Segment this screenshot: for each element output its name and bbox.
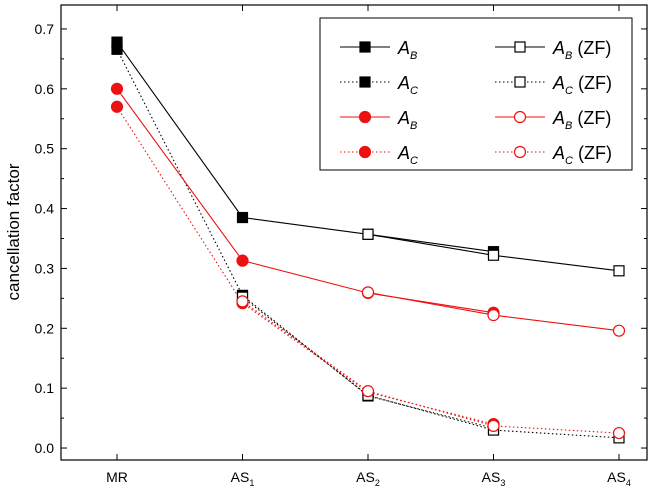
y-tick-label: 0.4 bbox=[35, 201, 55, 217]
data-point-bk_ab_zf bbox=[613, 265, 625, 277]
legend-label-bk_ac_zf: AC (ZF) bbox=[552, 73, 612, 97]
legend-marker-bk_ac bbox=[359, 76, 371, 88]
y-tick-label: 0.6 bbox=[35, 81, 55, 97]
y-tick-label: 0.7 bbox=[35, 21, 55, 37]
legend-marker-rd_ab bbox=[358, 110, 372, 124]
legend-label-rd_ab: AB bbox=[397, 108, 417, 132]
y-tick-label: 0.2 bbox=[35, 320, 55, 336]
series-line-rd_ab bbox=[116, 88, 494, 314]
legend-marker-bk_ac_zf bbox=[514, 76, 526, 88]
data-point-rd_ac_zf bbox=[361, 385, 375, 398]
data-point-rd_ab bbox=[110, 82, 124, 95]
legend-label-bk_ab_zf: AB (ZF) bbox=[552, 38, 611, 62]
legend-label-bk_ab: AB bbox=[397, 38, 417, 62]
data-point-rd_ac_zf bbox=[487, 419, 500, 432]
data-point-rd_ab bbox=[236, 254, 249, 267]
legend-marker-rd_ac_zf bbox=[513, 145, 527, 159]
y-tick-label: 0.0 bbox=[35, 440, 55, 456]
legend-label-rd_ac: AC bbox=[397, 143, 418, 167]
plot-frame bbox=[60, 4, 648, 461]
data-point-rd_ab_zf bbox=[361, 286, 375, 299]
data-point-bk_ab_zf bbox=[362, 228, 374, 240]
legend-label-rd_ac_zf: AC (ZF) bbox=[552, 143, 612, 167]
y-axis-label: cancellation factor bbox=[4, 163, 23, 300]
y-tick-label: 0.5 bbox=[35, 141, 55, 157]
legend-label-rd_ab_zf: AB (ZF) bbox=[552, 108, 611, 132]
x-tick-label: MR bbox=[106, 469, 128, 485]
x-tick-label: AS1 bbox=[231, 469, 255, 488]
data-point-rd_ab_zf bbox=[612, 324, 626, 337]
plot-marks bbox=[110, 36, 626, 444]
data-point-rd_ab_zf bbox=[487, 309, 500, 322]
data-point-rd_ac bbox=[110, 100, 124, 113]
x-tick-label: AS3 bbox=[482, 469, 506, 488]
legend-marker-bk_ab_zf bbox=[514, 41, 526, 53]
data-point-bk_ab bbox=[236, 211, 249, 224]
legend-label-bk_ac: AC bbox=[397, 73, 418, 97]
legend-box bbox=[319, 17, 633, 171]
data-point-bk_ab_zf bbox=[487, 249, 500, 261]
y-tick-label: 0.1 bbox=[35, 380, 55, 396]
series-line-rd_ac_zf bbox=[242, 300, 620, 434]
legend: AB AC AB AC AB (ZF) AC (ZF) AB (ZF) AC (ZF) bbox=[319, 17, 633, 171]
data-point-bk_ac bbox=[111, 43, 123, 55]
x-tick-label: AS4 bbox=[607, 469, 631, 488]
axes: 0.0 0.1 0.2 0.3 0.4 0.5 0.6 0.7 MR AS1 AS2 AS3 AS4 bbox=[35, 5, 647, 488]
series-line-rd_ac bbox=[116, 106, 494, 425]
series-line-bk_ab bbox=[116, 41, 494, 253]
legend-marker-rd_ac bbox=[358, 145, 372, 159]
series-line-bk_ac_zf bbox=[242, 296, 620, 439]
x-tick-label: AS2 bbox=[356, 469, 380, 488]
data-point-rd_ac_zf bbox=[236, 295, 249, 308]
legend-marker-bk_ab bbox=[359, 41, 371, 53]
legend-marker-rd_ab_zf bbox=[513, 110, 527, 124]
data-point-rd_ac_zf bbox=[612, 426, 626, 440]
y-tick-label: 0.3 bbox=[35, 260, 55, 276]
